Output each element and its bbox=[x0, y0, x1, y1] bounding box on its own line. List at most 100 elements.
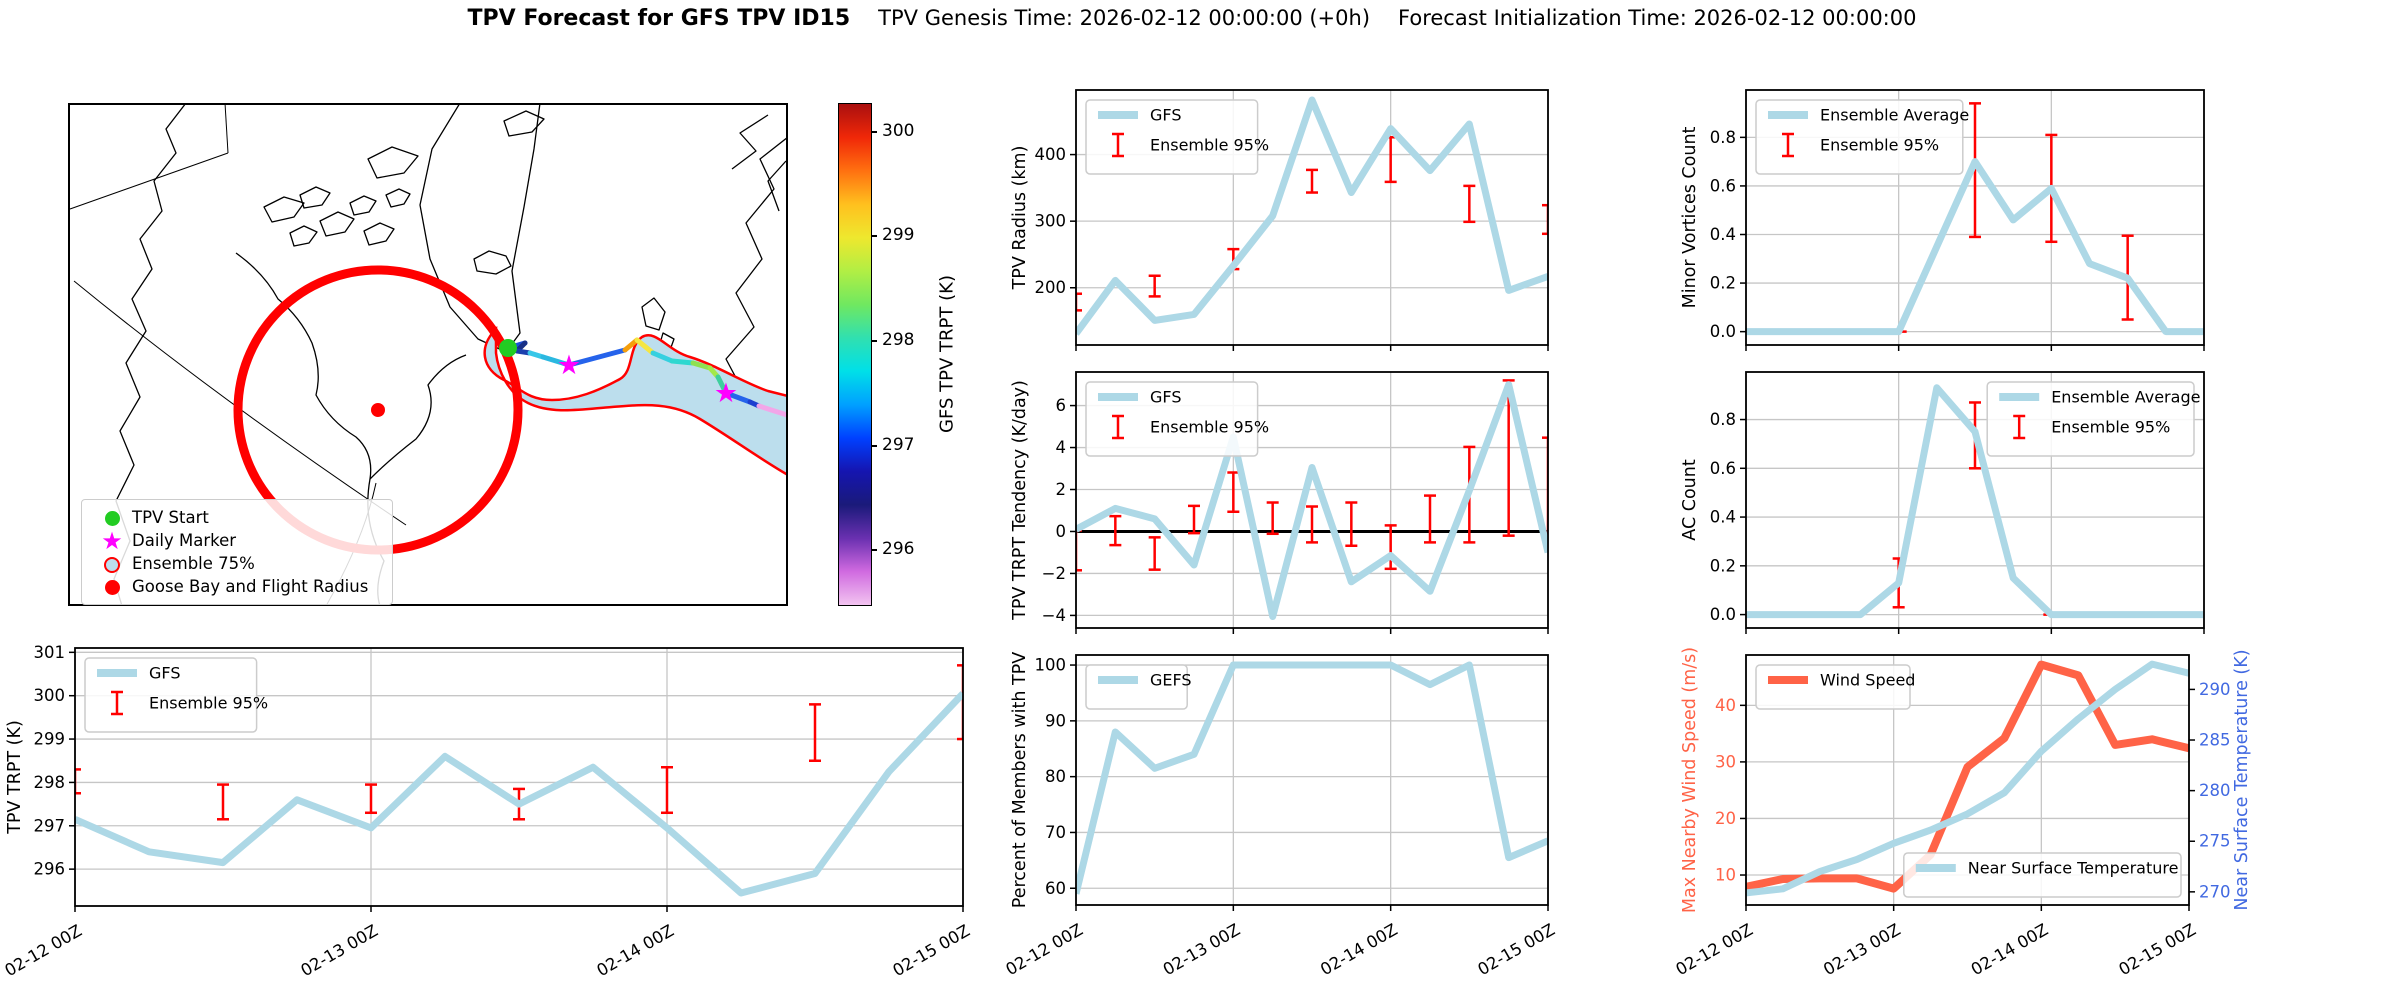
series-near-surface-temperature bbox=[1746, 660, 2189, 897]
axis-ticks: 10 20 30 40 02-12 00Z 02-13 00Z 02-14 00Z 02-15… bbox=[1675, 680, 2231, 979]
svg-text:Wind Speed: Wind Speed bbox=[1820, 671, 1915, 690]
svg-text:0.0: 0.0 bbox=[1710, 322, 1736, 341]
y-axis-label: Max Nearby Wind Speed (m/s) bbox=[1680, 647, 1700, 913]
map-legend: TPV Start ★ Daily Marker Ensemble 75% Go… bbox=[81, 499, 393, 605]
svg-text:02-13 00Z: 02-13 00Z bbox=[1160, 920, 1244, 979]
daily-marker-star: ★ bbox=[714, 378, 738, 409]
axis-frame bbox=[1745, 89, 2205, 346]
svg-text:02-14 00Z: 02-14 00Z bbox=[593, 921, 677, 980]
right-axis-label: Near Surface Temperature (K) bbox=[2232, 649, 2252, 910]
svg-text:0.4: 0.4 bbox=[1710, 508, 1736, 527]
chart-ac-count: 0.0 0.2 0.4 0.6 0.8 AC Count Ensemble Average E… bbox=[1680, 371, 2205, 634]
map-legend-item-tpv-start: TPV Start bbox=[92, 506, 382, 529]
svg-text:02-15 00Z: 02-15 00Z bbox=[2115, 920, 2199, 979]
series-gfs bbox=[75, 691, 963, 897]
chart-tpv-trpt-tendency: −4 −2 0 2 4 6 TPV TRPT Tendency (K/day) GFS Ense… bbox=[1010, 371, 1549, 634]
svg-text:301: 301 bbox=[34, 643, 66, 662]
svg-text:80: 80 bbox=[1045, 767, 1066, 786]
legend: GEFS bbox=[1085, 664, 1192, 710]
goose-bay-dot bbox=[371, 403, 385, 417]
axis-ticks: 200 300 400 bbox=[1035, 145, 1549, 351]
y-axis-label: Percent of Members with TPV bbox=[1010, 652, 1030, 908]
svg-text:02-15 00Z: 02-15 00Z bbox=[889, 921, 973, 980]
svg-text:20: 20 bbox=[1715, 809, 1736, 828]
chart-minor-vortices: 0.0 0.2 0.4 0.6 0.8 Minor Vortices Count Ensem… bbox=[1680, 89, 2205, 351]
svg-text:40: 40 bbox=[1715, 696, 1736, 715]
svg-text:4: 4 bbox=[1056, 438, 1067, 457]
svg-text:0.4: 0.4 bbox=[1710, 225, 1736, 244]
svg-text:0.0: 0.0 bbox=[1710, 605, 1736, 624]
axis-frame bbox=[1745, 654, 2190, 906]
svg-text:GFS: GFS bbox=[149, 664, 180, 683]
colorbar-tick: 299 bbox=[871, 225, 936, 245]
tpv-start-dot bbox=[499, 339, 517, 357]
tpv-start-icon bbox=[104, 511, 120, 526]
svg-text:297: 297 bbox=[34, 816, 66, 835]
map-canvas: ★★ bbox=[68, 103, 788, 606]
series-ensemble-average bbox=[1746, 384, 2204, 619]
svg-text:02-13 00Z: 02-13 00Z bbox=[1820, 920, 1904, 979]
svg-text:02-15 00Z: 02-15 00Z bbox=[1474, 920, 1558, 979]
svg-text:290: 290 bbox=[2199, 680, 2231, 699]
svg-text:Ensemble 95%: Ensemble 95% bbox=[2051, 418, 2170, 437]
y-axis-label: AC Count bbox=[1680, 459, 1700, 541]
ensemble-spread bbox=[483, 325, 788, 477]
svg-text:−4: −4 bbox=[1042, 606, 1066, 625]
svg-text:Near Surface Temperature: Near Surface Temperature bbox=[1968, 859, 2179, 878]
map-legend-label: TPV Start bbox=[132, 508, 209, 527]
series-gfs bbox=[1076, 96, 1548, 336]
goose-bay-icon bbox=[104, 580, 120, 595]
map-panel: ★ ★ TPV Start ★ Daily Marker Ensemble 75%… bbox=[68, 103, 788, 606]
series-gfs bbox=[1076, 381, 1548, 620]
y-axis-label: TPV TRPT Tendency (K/day) bbox=[1010, 380, 1030, 621]
error-bars bbox=[75, 664, 963, 821]
svg-text:280: 280 bbox=[2199, 781, 2231, 800]
svg-text:Ensemble Average: Ensemble Average bbox=[1820, 106, 1969, 125]
colorbar-tick: 298 bbox=[871, 330, 936, 350]
svg-text:270: 270 bbox=[2199, 882, 2231, 901]
axis-ticks: 0.0 0.2 0.4 0.6 0.8 bbox=[1710, 128, 2205, 351]
svg-text:0.2: 0.2 bbox=[1710, 274, 1736, 293]
legend: GFS Ensemble 95% bbox=[1085, 99, 1269, 175]
legend: Near Surface Temperature bbox=[1903, 852, 2182, 898]
map-legend-item-goose-bay: Goose Bay and Flight Radius bbox=[92, 575, 382, 598]
svg-text:300: 300 bbox=[34, 686, 66, 705]
colorbar: 300 299 298 297 296 GFS TPV TRPT (K) bbox=[838, 103, 998, 606]
svg-text:0.8: 0.8 bbox=[1710, 410, 1736, 429]
error-bars bbox=[1076, 136, 1548, 312]
svg-text:02-12 00Z: 02-12 00Z bbox=[1675, 920, 1756, 979]
svg-text:0.2: 0.2 bbox=[1710, 556, 1736, 575]
colorbar-tick: 296 bbox=[871, 539, 936, 559]
colorbar-tick: 300 bbox=[871, 121, 936, 141]
colorbar-gradient bbox=[838, 103, 872, 606]
axis-frame bbox=[1075, 89, 1549, 346]
svg-text:Ensemble 95%: Ensemble 95% bbox=[149, 694, 268, 713]
svg-text:02-13 00Z: 02-13 00Z bbox=[297, 921, 381, 980]
map-legend-item-daily-marker: ★ Daily Marker bbox=[92, 527, 382, 555]
map-legend-item-ensemble75: Ensemble 75% bbox=[92, 552, 382, 575]
svg-text:0.6: 0.6 bbox=[1710, 459, 1736, 478]
daily-marker-icon: ★ bbox=[101, 527, 123, 555]
chart-percent-members: 60 70 80 90 100 02-12 00Z 02-13 00Z 02-14 00Z 02… bbox=[1005, 652, 1558, 979]
chart-wind-temp: 10 20 30 40 02-12 00Z 02-13 00Z 02-14 00Z 02-15… bbox=[1675, 647, 2252, 979]
y-axis-label: TPV TRPT (K) bbox=[5, 720, 25, 835]
svg-text:60: 60 bbox=[1045, 879, 1066, 898]
series-gefs bbox=[1076, 661, 1548, 895]
legend: GFS Ensemble 95% bbox=[84, 657, 268, 733]
map-legend-label: Goose Bay and Flight Radius bbox=[132, 577, 369, 596]
map-legend-label: Daily Marker bbox=[132, 531, 237, 550]
y-axis-label: Minor Vortices Count bbox=[1680, 126, 1700, 308]
axis-frame bbox=[1745, 371, 2205, 629]
error-bars bbox=[1076, 379, 1548, 572]
svg-text:Ensemble 95%: Ensemble 95% bbox=[1150, 418, 1269, 437]
svg-text:Ensemble Average: Ensemble Average bbox=[2051, 388, 2200, 407]
map-frame bbox=[68, 103, 788, 606]
svg-text:100: 100 bbox=[1035, 656, 1067, 675]
svg-text:GFS: GFS bbox=[1150, 388, 1181, 407]
series-wind-speed bbox=[1746, 660, 2189, 893]
axis-ticks: −4 −2 0 2 4 6 bbox=[1042, 396, 1549, 634]
svg-text:02-14 00Z: 02-14 00Z bbox=[1317, 920, 1401, 979]
svg-text:400: 400 bbox=[1035, 145, 1067, 164]
svg-text:275: 275 bbox=[2199, 832, 2231, 851]
